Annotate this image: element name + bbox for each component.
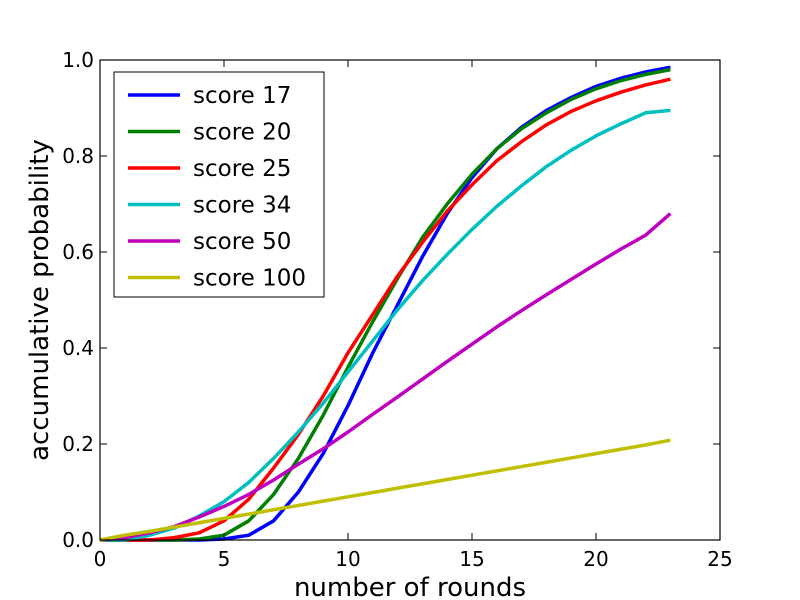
series-line-score-20: [100, 67, 671, 542]
series-line-score-100: [99, 438, 671, 542]
legend: score 17 score 20 score 25 score 34 score 50…: [113, 71, 325, 298]
legend-label: score 50: [193, 229, 291, 255]
y-axis-label: accumulative probability: [25, 139, 55, 461]
legend-label: score 20: [193, 120, 291, 146]
y-tick-label: 0.4: [62, 336, 94, 360]
x-tick-label: 10: [335, 547, 360, 571]
x-tick-label: 0: [94, 547, 107, 571]
series-line-score-25: [100, 77, 671, 542]
y-tick-label: 0.8: [62, 144, 94, 168]
legend-label: score 17: [193, 83, 291, 109]
x-axis-label: number of rounds: [294, 573, 526, 600]
x-tick-label: 5: [218, 547, 231, 571]
y-tick-label: 0.2: [62, 432, 94, 456]
y-tick-label: 0.0: [62, 528, 94, 552]
series-line-score-50: [99, 212, 672, 542]
x-tick-label: 20: [583, 547, 608, 571]
x-tick-label: 15: [459, 547, 484, 571]
y-tick-label: 1.0: [62, 48, 94, 72]
axes: 0 5 10 15 20 25 0.0 0.2 0.4 0.6 0.8 1.0: [62, 48, 733, 571]
axes-frame: [99, 59, 721, 541]
y-tick-label: 0.6: [62, 240, 94, 264]
legend-label: score 25: [193, 156, 291, 182]
legend-label: score 34: [193, 193, 291, 219]
x-tick-label: 25: [707, 547, 732, 571]
legend-box: [113, 71, 325, 298]
legend-label: score 100: [193, 266, 306, 292]
